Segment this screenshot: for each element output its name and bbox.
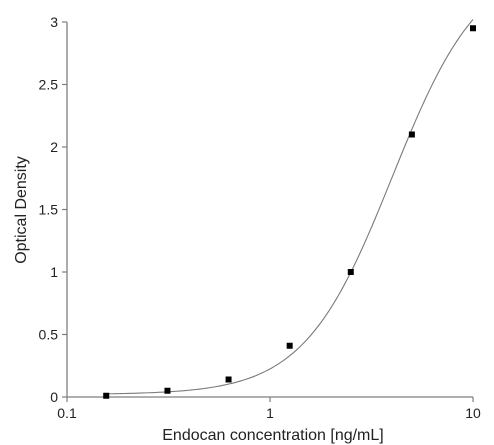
y-tick-label: 1.5 bbox=[39, 202, 59, 218]
data-point-3 bbox=[225, 376, 232, 383]
y-tick-label: 3 bbox=[50, 14, 58, 30]
x-tick-label: 10 bbox=[465, 405, 481, 421]
data-point-1 bbox=[103, 392, 110, 399]
data-point-6 bbox=[408, 131, 415, 138]
data-point-5 bbox=[347, 269, 354, 275]
x-tick-label: 1 bbox=[266, 405, 274, 421]
y-tick-label: 0 bbox=[50, 389, 58, 405]
y-tick-label: 2.5 bbox=[39, 77, 59, 93]
x-axis-title: Endocan concentration [ng/mL] bbox=[162, 427, 383, 444]
y-tick-label: 0.5 bbox=[39, 327, 59, 343]
data-point-2 bbox=[164, 387, 171, 394]
y-axis-title: Optical Density bbox=[13, 156, 30, 264]
plot-area: 0 0.5 1 1.5 2 2.5 3 0.1 1 10 bbox=[39, 14, 481, 421]
y-tick-label: 1 bbox=[50, 264, 58, 280]
x-tick-label: 0.1 bbox=[57, 405, 77, 421]
fit-curve bbox=[106, 19, 474, 395]
data-point-7 bbox=[470, 25, 476, 32]
y-tick-label: 2 bbox=[50, 139, 58, 155]
data-point-4 bbox=[286, 342, 293, 349]
